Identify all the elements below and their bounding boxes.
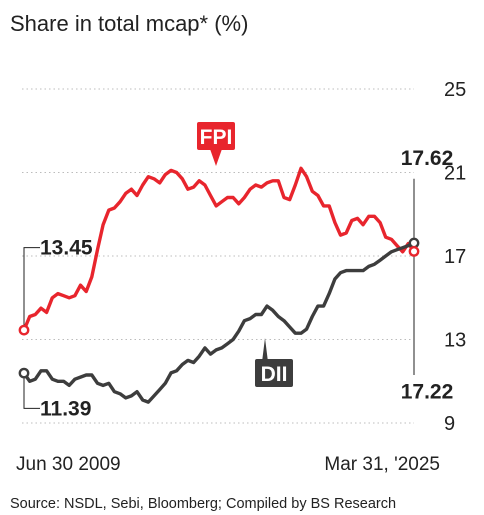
y-axis-ticks: 9 13 17 21 25 bbox=[444, 79, 466, 435]
fpi-tag-box bbox=[197, 122, 235, 150]
dii-start-leader bbox=[23, 373, 40, 409]
fpi-start-leader bbox=[23, 247, 40, 331]
series-layer bbox=[22, 166, 416, 404]
fpi-start-value: 13.45 bbox=[40, 237, 93, 260]
dii-tag-label: DII bbox=[261, 363, 288, 386]
source-note: Source: NSDL, Sebi, Bloomberg; Compiled … bbox=[10, 496, 396, 512]
y-tick-label-21: 21 bbox=[444, 163, 466, 185]
dii-legend-tag: DII bbox=[255, 338, 293, 387]
dii-start-marker bbox=[18, 367, 30, 379]
fpi-series-line bbox=[22, 166, 416, 332]
dii-end-marker bbox=[408, 237, 420, 249]
fpi-start-marker bbox=[18, 324, 30, 336]
dii-tag-pointer bbox=[259, 338, 271, 386]
fpi-tag-label: FPI bbox=[200, 126, 233, 149]
labels-layer: 13.45 11.39 17.62 17.22 FPI DII bbox=[18, 122, 454, 420]
y-tick-label-13: 13 bbox=[444, 330, 466, 352]
dii-end-value: 17.62 bbox=[401, 147, 454, 170]
y-tick-label-9: 9 bbox=[444, 413, 455, 435]
y-tick-label-17: 17 bbox=[444, 246, 466, 268]
x-end-label: Mar 31, '2025 bbox=[324, 454, 440, 475]
fpi-tag-pointer bbox=[210, 149, 222, 166]
fpi-legend-tag: FPI bbox=[197, 122, 235, 166]
x-start-label: Jun 30 2009 bbox=[16, 454, 121, 475]
fpi-end-marker bbox=[408, 246, 420, 257]
chart-title: Share in total mcap* (%) bbox=[10, 11, 248, 36]
dii-series-line bbox=[22, 241, 416, 404]
dii-start-value: 11.39 bbox=[40, 397, 91, 420]
y-tick-label-25: 25 bbox=[444, 79, 466, 101]
fpi-end-value: 17.22 bbox=[401, 381, 454, 404]
